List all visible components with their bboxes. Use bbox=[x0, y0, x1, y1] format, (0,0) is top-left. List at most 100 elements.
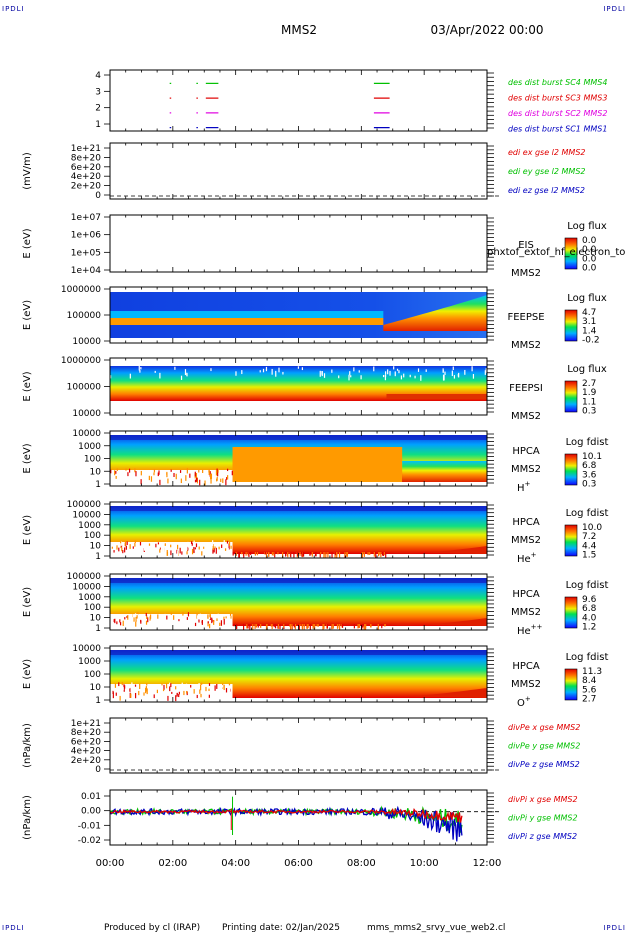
y-tick-label: 100000 bbox=[67, 500, 102, 510]
spectrogram-empty bbox=[110, 684, 233, 698]
spectrogram-speckle bbox=[336, 624, 339, 629]
x-tick-label: 06:00 bbox=[284, 858, 313, 869]
colorbar-tick-label: 0.0 bbox=[582, 245, 597, 255]
spectrogram-speckle bbox=[452, 366, 454, 371]
spectrogram-speckle bbox=[453, 375, 456, 379]
spectrogram-speckle bbox=[124, 541, 127, 544]
spectrogram-speckle bbox=[112, 690, 114, 695]
colorbar-title: Log flux bbox=[567, 364, 607, 375]
spectrogram-speckle bbox=[214, 546, 216, 549]
spectrogram-speckle bbox=[248, 552, 250, 558]
spectrogram-speckle bbox=[178, 691, 180, 695]
spectrogram-speckle bbox=[209, 623, 211, 629]
legend-entry: edi ez gse l2 MMS2 bbox=[508, 186, 585, 195]
spectrogram-speckle bbox=[120, 541, 122, 547]
spectrogram-speckle bbox=[233, 624, 235, 627]
spectrogram-speckle bbox=[111, 546, 113, 549]
spectrogram-speckle bbox=[471, 366, 473, 372]
y-axis-label: (nPa/km) bbox=[22, 795, 33, 840]
spectrogram-speckle bbox=[197, 615, 199, 619]
spectrogram-speckle bbox=[201, 682, 203, 685]
spectrogram-speckle bbox=[146, 683, 148, 686]
spectrogram-speckle bbox=[170, 550, 172, 556]
panel-frame bbox=[109, 142, 488, 200]
colorbar-tick-label: 11.3 bbox=[582, 667, 602, 677]
spectrogram-speckle bbox=[353, 624, 355, 629]
spectrogram-speckle bbox=[249, 624, 251, 628]
spectrogram-speckle bbox=[181, 682, 183, 688]
spectrogram-speckle bbox=[138, 366, 140, 371]
spectrogram-speckle bbox=[176, 544, 179, 550]
spectrogram-speckle bbox=[381, 624, 383, 629]
spectrogram-speckle bbox=[331, 624, 333, 630]
spectrogram-speckle bbox=[219, 685, 221, 692]
colorbar-tick-label: 2.7 bbox=[582, 695, 596, 705]
spectrogram-speckle bbox=[442, 369, 444, 373]
y-tick-label: 100 bbox=[84, 531, 101, 541]
spectrogram-speckle bbox=[235, 552, 237, 556]
spectrogram-speckle bbox=[168, 545, 171, 551]
spectrogram-speckle bbox=[196, 478, 198, 482]
y-tick-label: 10 bbox=[90, 683, 102, 693]
legend-entry: des dist burst SC2 MMS2 bbox=[508, 109, 607, 118]
spectrogram-speckle bbox=[159, 547, 161, 550]
spectrogram-speckle bbox=[134, 542, 136, 547]
colorbar-tick-label: 5.6 bbox=[582, 685, 597, 695]
spectrogram-band bbox=[110, 311, 384, 318]
spectrogram-speckle bbox=[185, 475, 187, 481]
spectrogram-speckle bbox=[286, 552, 288, 555]
y-tick-label: 1 bbox=[95, 480, 101, 490]
spectrogram-speckle bbox=[243, 552, 245, 558]
spectrogram-speckle bbox=[175, 686, 177, 690]
spectrogram-speckle bbox=[199, 689, 201, 694]
y-tick-label: 0.00 bbox=[81, 807, 101, 817]
spectrogram-speckle bbox=[154, 370, 156, 373]
spectrogram-speckle bbox=[209, 617, 211, 620]
spectrogram-speckle bbox=[245, 552, 247, 556]
spectrogram-speckle bbox=[187, 619, 189, 622]
instrument-label: HPCA bbox=[512, 661, 540, 672]
spectrogram-speckle bbox=[204, 546, 206, 552]
spectrogram-speckle bbox=[155, 543, 157, 548]
spectrogram-speckle bbox=[294, 624, 296, 630]
spectrogram-speckle bbox=[210, 473, 213, 479]
spectrogram-speckle bbox=[177, 550, 179, 556]
spectrogram-speckle bbox=[202, 469, 204, 473]
spectrogram-speckle bbox=[208, 683, 211, 686]
y-tick-label: 10 bbox=[90, 542, 102, 552]
spectrogram-speckle bbox=[170, 623, 173, 628]
spectrogram-speckle bbox=[159, 372, 161, 379]
spectrogram-speckle bbox=[370, 624, 372, 628]
spectrogram-speckle bbox=[125, 551, 127, 556]
spectrogram-speckle bbox=[226, 540, 229, 544]
colorbar bbox=[564, 380, 578, 413]
spectrogram-speckle bbox=[283, 624, 285, 628]
spectrogram-speckle bbox=[167, 695, 169, 701]
spectrogram-speckle bbox=[293, 624, 295, 628]
spectrogram-speckle bbox=[349, 371, 351, 376]
spectrogram-speckle bbox=[238, 552, 240, 558]
spectrogram-speckle bbox=[227, 547, 229, 553]
spectrogram-speckle bbox=[187, 612, 190, 617]
spacecraft-label: MMS2 bbox=[511, 679, 541, 690]
spectrogram-speckle bbox=[400, 375, 403, 380]
colorbar-tick-label: 10.0 bbox=[582, 523, 602, 533]
spacecraft-label: MMS2 bbox=[511, 411, 541, 422]
spectrogram-speckle bbox=[186, 690, 188, 694]
spectrogram-speckle bbox=[110, 469, 112, 474]
spectrogram-speckle bbox=[212, 540, 214, 546]
spectrogram-speckle bbox=[124, 542, 126, 547]
spectrogram-speckle bbox=[485, 368, 487, 373]
x-tick-label: 00:00 bbox=[96, 858, 125, 869]
spectrogram-speckle bbox=[163, 684, 165, 690]
spectrogram-speckle bbox=[127, 623, 129, 626]
spectrogram-speckle bbox=[195, 473, 198, 478]
spectrogram-speckle bbox=[213, 620, 215, 625]
y-tick-label: 1e+06 bbox=[71, 231, 102, 241]
spectrogram-speckle bbox=[303, 552, 305, 555]
spectrogram-speckle bbox=[252, 624, 254, 630]
spectrogram-speckle bbox=[398, 370, 400, 374]
spectrogram-speckle bbox=[385, 552, 387, 558]
panel-hpca_h: 10000 1000 100 10 1 E (eV) HPCA MMS2 H+ Log fdist… bbox=[22, 429, 608, 494]
